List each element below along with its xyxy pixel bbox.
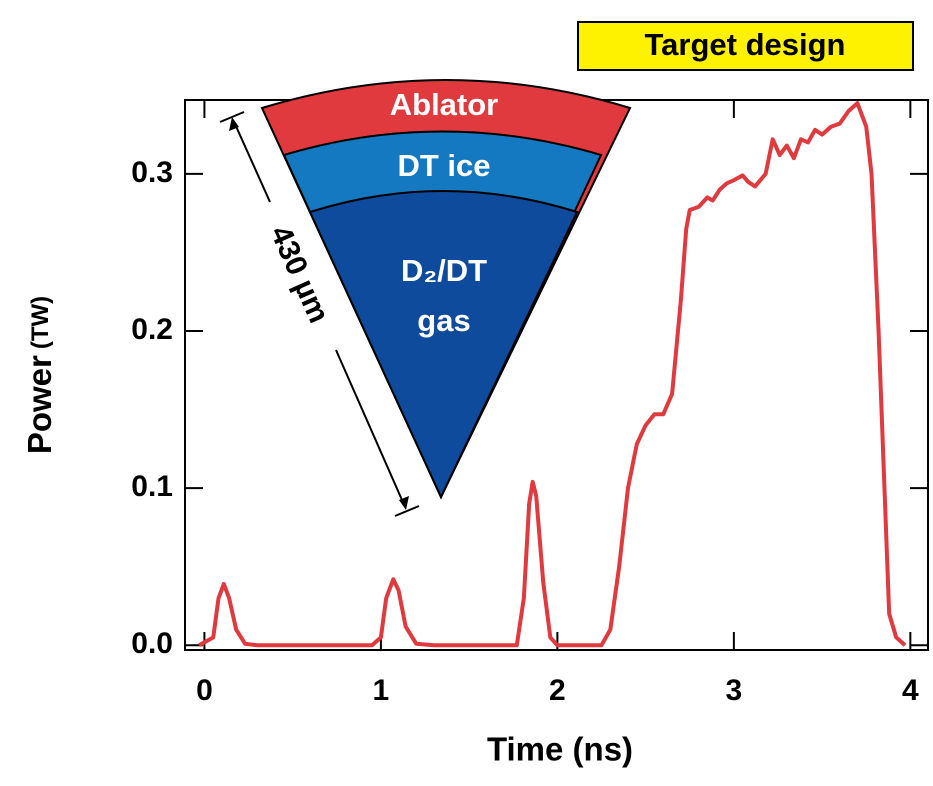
x-tick-label: 4	[902, 674, 919, 707]
gas-label-1: D₂/DT	[401, 253, 487, 288]
dimension-cap	[219, 111, 245, 123]
y-tick-label: 0.2	[131, 313, 173, 346]
arrow-head	[399, 496, 409, 510]
x-tick-label: 3	[726, 674, 743, 707]
gas-layer	[308, 190, 579, 500]
dimension-cap	[394, 505, 420, 517]
target-diagram: Ablator DT ice D₂/DT gas 430 µm	[219, 79, 632, 517]
x-axis-label: Time (ns)	[487, 731, 633, 768]
y-axis-label: Power (TW)	[21, 296, 58, 454]
gas-label-2: gas	[417, 303, 470, 338]
arrow-head	[229, 117, 239, 131]
badge-box	[577, 21, 914, 71]
ice-label: DT ice	[397, 148, 490, 183]
y-axis-unit: (TW)	[27, 296, 54, 349]
y-tick-label: 0.1	[131, 470, 173, 503]
x-tick-label: 2	[549, 674, 566, 707]
y-tick-label: 0.3	[131, 156, 173, 189]
dimension-line	[335, 349, 403, 501]
ablator-label: Ablator	[390, 87, 499, 122]
x-tick-label: 1	[373, 674, 390, 707]
badge-text: Target design	[645, 27, 846, 62]
power-line	[198, 101, 907, 648]
dimension-line	[234, 123, 271, 203]
y-tick-label: 0.0	[131, 627, 173, 660]
y-axis-title: Power	[21, 355, 58, 454]
x-tick-label: 0	[196, 674, 213, 707]
